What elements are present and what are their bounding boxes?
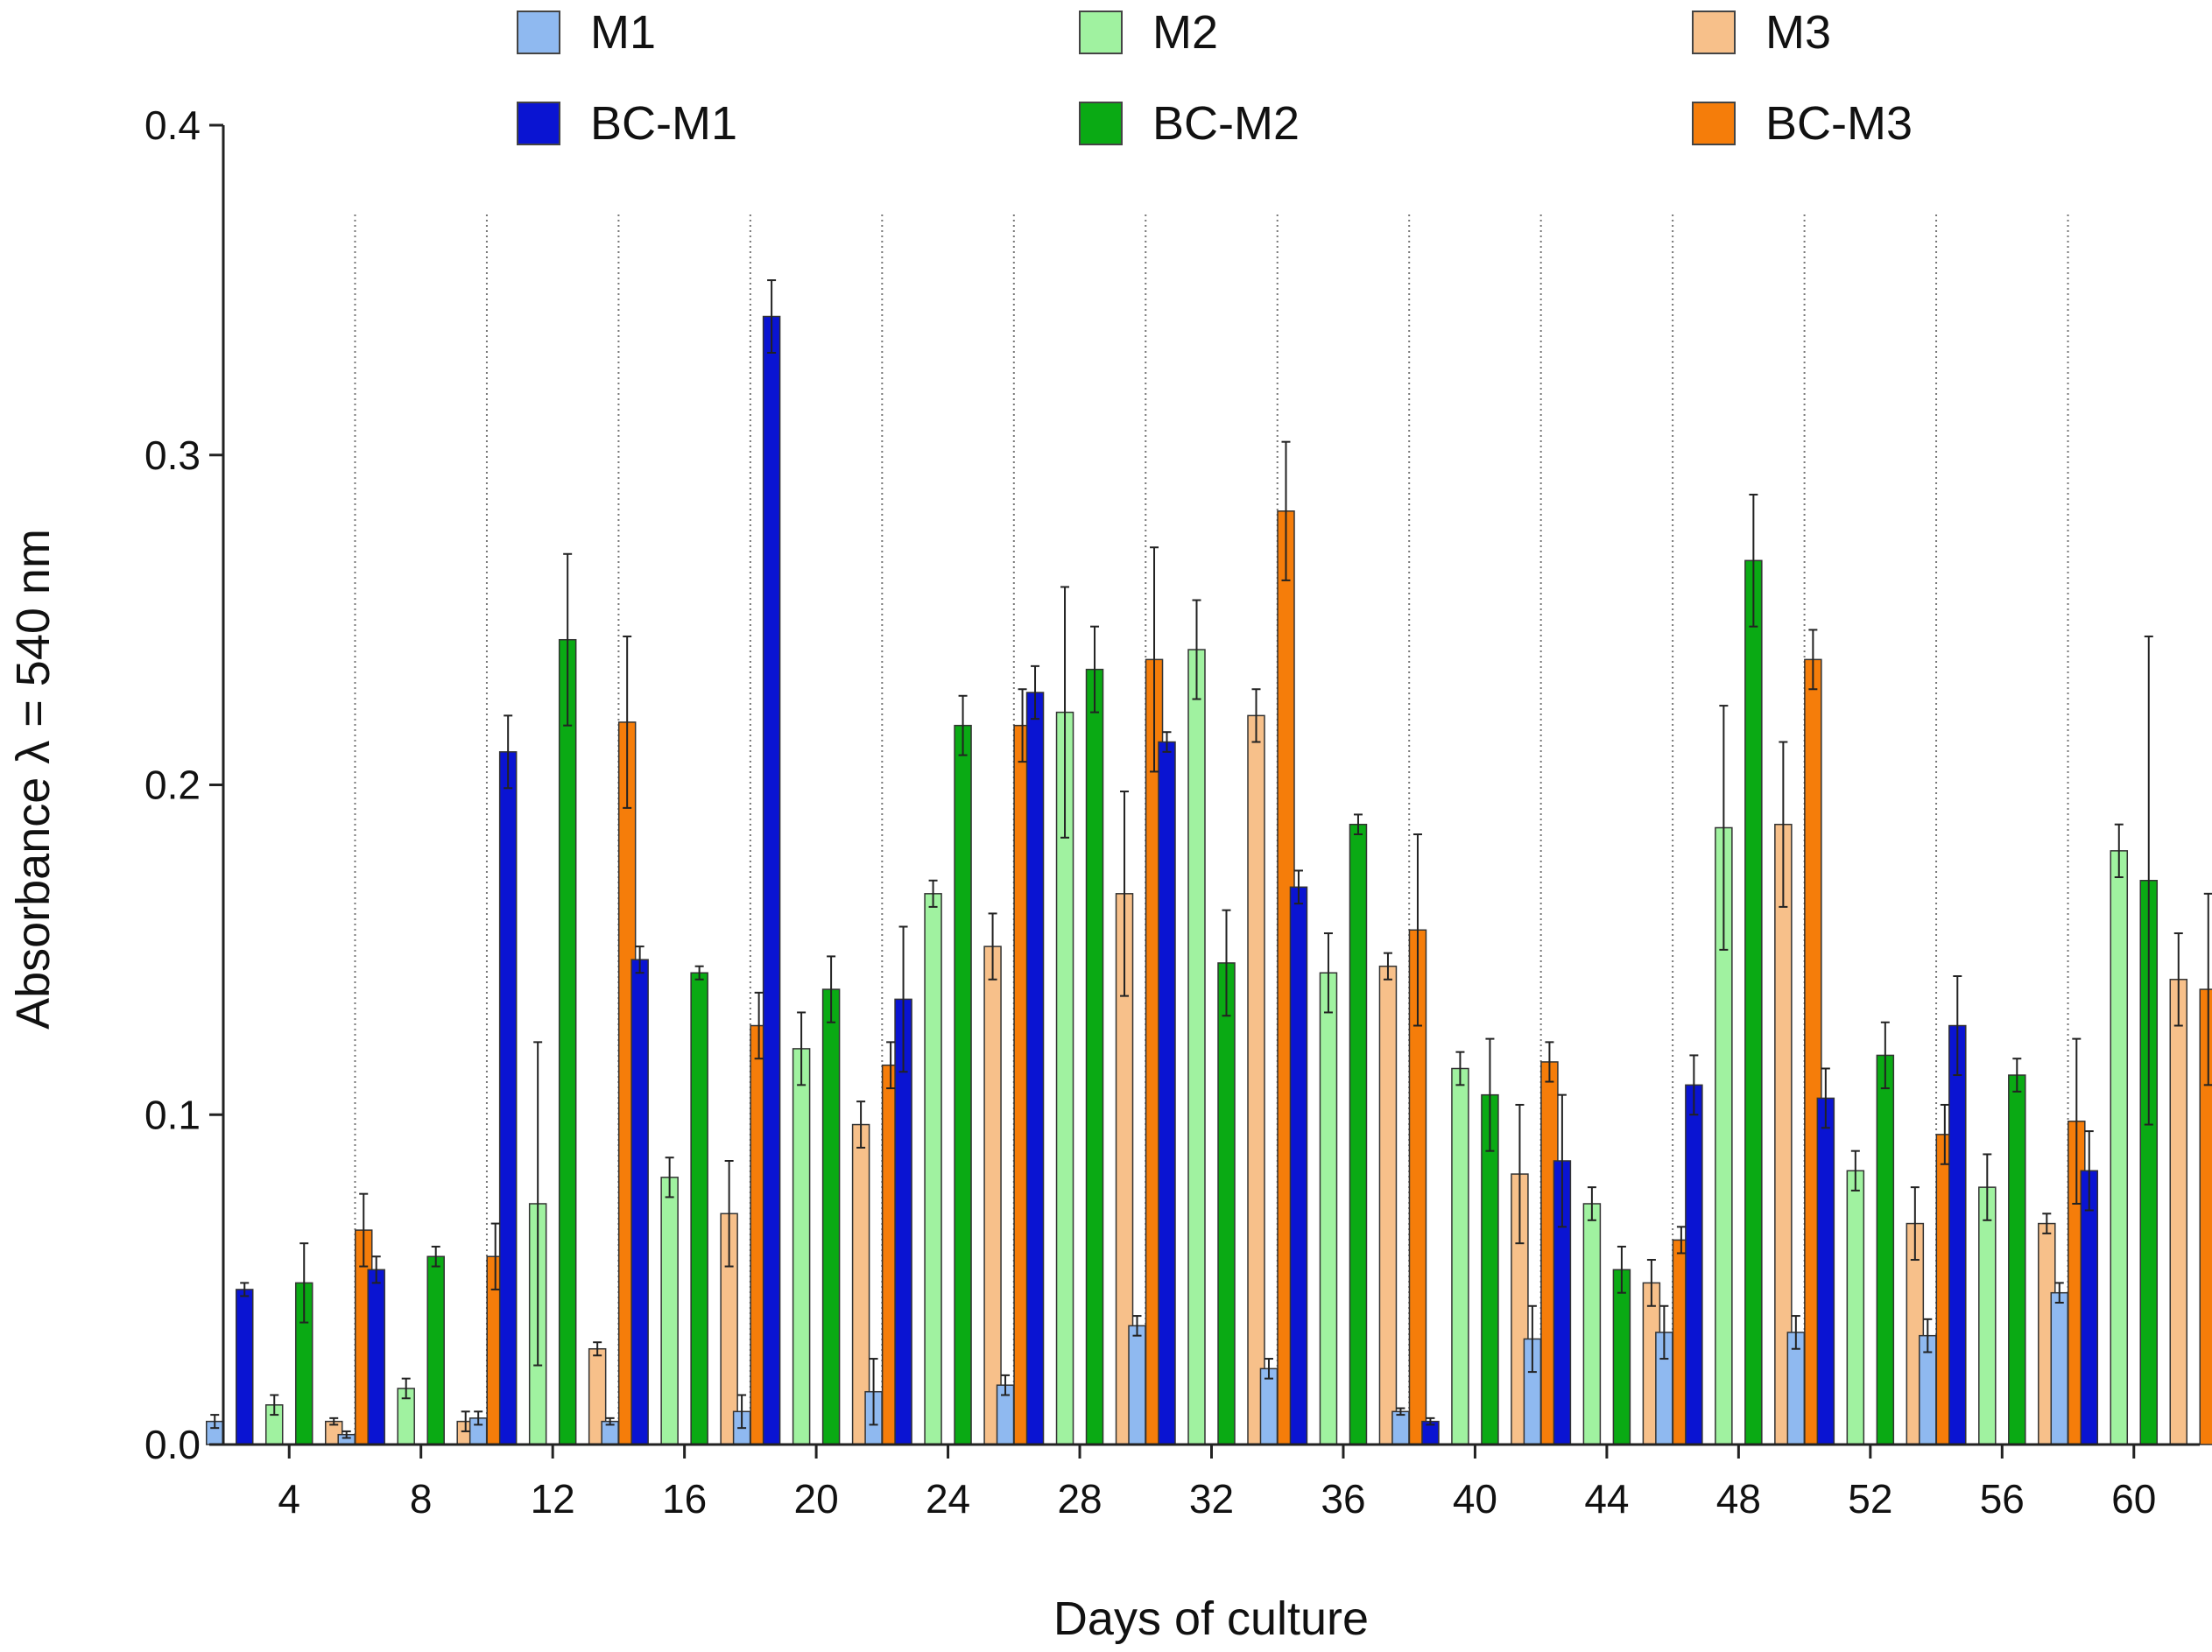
legend-item-bc-m2: BC-M2 (1079, 100, 1300, 147)
bars (205, 315, 2212, 1445)
bar-m3-day-24 (983, 946, 1002, 1445)
x-tick-label: 52 (1848, 1476, 1892, 1522)
y-axis-title: Absorbance λ = 540 nm (7, 529, 60, 1030)
bar-bc-m2-day-28 (1085, 668, 1104, 1445)
legend-swatch-bc-m1 (517, 102, 560, 145)
legend-label-m3: M3 (1765, 6, 1832, 59)
bar-bc-m2-day-20 (821, 988, 841, 1445)
bar-bc-m2-day-52 (1876, 1054, 1895, 1445)
x-tick-label: 20 (794, 1476, 839, 1522)
legend-label-m2: M2 (1152, 6, 1219, 59)
error-bars (210, 279, 2212, 1439)
bar-bc-m1-day-56 (1948, 1024, 1967, 1445)
legend-swatch-bc-m3 (1692, 102, 1736, 145)
bar-bc-m1-day-16 (630, 959, 649, 1445)
bar-m2-day-56 (1978, 1186, 1997, 1445)
bar-m2-day-44 (1582, 1203, 1602, 1445)
bar-bc-m1-day-4 (235, 1289, 254, 1445)
bar-bc-m1-day-52 (1816, 1097, 1835, 1445)
bar-bc-m2-day-24 (954, 724, 972, 1445)
legend-swatch-m2 (1079, 11, 1123, 54)
bar-m2-day-24 (924, 893, 942, 1445)
legend-swatch-m3 (1692, 11, 1736, 54)
bar-bc-m1-day-8 (367, 1269, 385, 1445)
bar-bc-m1-day-20 (762, 315, 781, 1445)
axes (222, 125, 2200, 1446)
y-tick-label: 0.3 (144, 432, 201, 478)
x-tick-label: 40 (1453, 1476, 1497, 1522)
bar-bc-m1-day-32 (1158, 741, 1176, 1445)
bar-bc-m1-day-60 (2080, 1170, 2099, 1445)
bar-bc-m2-day-16 (690, 972, 708, 1445)
x-ticks: 4 8 12 16 20 24 28 32 36 40 44 48 52 56 60 (278, 1445, 2156, 1522)
chart-legend: M1 M2 M3 BC-M1 BC-M2 BC-M3 (0, 0, 2212, 166)
bar-m2-day-52 (1846, 1170, 1865, 1445)
legend-item-m1: M1 (517, 9, 656, 56)
bar-m2-day-60 (2110, 850, 2129, 1445)
bar-m2-day-36 (1319, 972, 1338, 1445)
legend-item-m3: M3 (1692, 9, 1831, 56)
bar-m2-day-16 (660, 1177, 679, 1445)
x-tick-label: 32 (1189, 1476, 1234, 1522)
bar-m2-day-32 (1187, 649, 1206, 1445)
x-tick-label: 12 (531, 1476, 575, 1522)
legend-label-bc-m1: BC-M1 (590, 97, 738, 150)
bar-m2-day-20 (792, 1048, 811, 1445)
bar-bc-m2-day-44 (1612, 1269, 1631, 1445)
bar-bc-m2-day-8 (426, 1255, 445, 1445)
bar-m3-day-60 (2169, 979, 2188, 1445)
legend-swatch-bc-m2 (1079, 102, 1123, 145)
legend-item-bc-m1: BC-M1 (517, 100, 737, 147)
bar-bc-m2-day-56 (2008, 1074, 2026, 1445)
y-tick-label: 0.1 (144, 1092, 201, 1137)
bar-bc-m2-day-48 (1744, 559, 1763, 1445)
bar-bc-m1-day-36 (1289, 886, 1308, 1445)
x-tick-label: 28 (1057, 1476, 1102, 1522)
x-tick-label: 24 (926, 1476, 970, 1522)
x-tick-label: 4 (278, 1476, 300, 1522)
bar-bc-m2-day-12 (558, 638, 577, 1445)
bar-m3-day-36 (1378, 965, 1398, 1445)
bar-m2-day-40 (1451, 1067, 1469, 1445)
x-tick-label: 48 (1716, 1476, 1761, 1522)
x-tick-label: 56 (1980, 1476, 2025, 1522)
y-ticks: 0.0 0.1 0.2 0.3 0.4 (144, 102, 223, 1467)
bar-bc-m1-day-12 (498, 751, 518, 1445)
bar-bc-m3-day-60 (2199, 988, 2212, 1445)
legend-item-bc-m3: BC-M3 (1692, 100, 1913, 147)
bar-bc-m2-day-36 (1349, 823, 1368, 1445)
x-tick-label: 16 (662, 1476, 707, 1522)
x-tick-label: 60 (2111, 1476, 2156, 1522)
legend-label-bc-m2: BC-M2 (1152, 97, 1300, 150)
bar-m1-day-60 (2050, 1291, 2069, 1445)
x-tick-label: 36 (1321, 1476, 1365, 1522)
bar-bc-m1-day-48 (1685, 1084, 1703, 1445)
bar-m1-day-36 (1259, 1367, 1279, 1445)
bar-bc-m1-day-28 (1025, 692, 1045, 1445)
x-tick-label: 44 (1584, 1476, 1629, 1522)
x-axis-title: Days of culture (1053, 1592, 1370, 1645)
y-tick-label: 0.0 (144, 1422, 201, 1467)
legend-label-m1: M1 (590, 6, 657, 59)
legend-swatch-m1 (517, 11, 560, 54)
bar-m3-day-32 (1247, 714, 1265, 1445)
x-tick-label: 8 (410, 1476, 433, 1522)
legend-label-bc-m3: BC-M3 (1765, 97, 1913, 150)
y-tick-label: 0.2 (144, 763, 201, 808)
bar-m1-day-32 (1128, 1325, 1146, 1445)
y-tick-label: 0.4 (144, 102, 201, 148)
bar-bc-m2-day-32 (1217, 962, 1236, 1445)
bar-m1-day-40 (1391, 1410, 1410, 1445)
legend-item-m2: M2 (1079, 9, 1218, 56)
